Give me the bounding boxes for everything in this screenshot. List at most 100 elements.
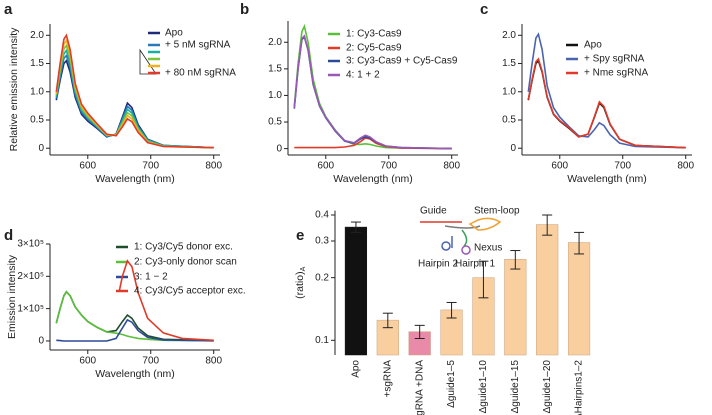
legend-label: 4: 1 + 2 <box>346 70 380 81</box>
x-tick-label: +sgRNA +DNA <box>414 360 425 415</box>
legend-label: + Nme sgRNA <box>584 68 649 79</box>
y-axis-label-subscript: A <box>300 266 307 271</box>
panel-2: c 0 0.5 1.0 1.5 2.0 600 700 800 Wavelength (nm) Ap… <box>480 1 694 185</box>
y-tick-label: 1.5 <box>502 58 516 69</box>
x-tick-label: ΔHairpins1–2 <box>574 360 585 415</box>
y-tick-label: 1.0 <box>30 86 44 97</box>
spectrum-line <box>56 318 214 342</box>
x-tick-label: Δguide1–15 <box>510 360 521 414</box>
x-axis-label: Wavelength (nm) <box>95 173 175 185</box>
y-tick-label: 0.5 <box>30 115 44 126</box>
x-tick-label: +sgRNA <box>382 360 393 398</box>
legend-label: 1: Cy3/Cy5 donor exc. <box>134 242 233 253</box>
x-tick-label: 800 <box>205 161 222 172</box>
y-tick-label: 0.1 <box>315 335 329 346</box>
x-tick-label: 600 <box>79 161 96 172</box>
legend-label: 2: Cy3-only donor scan <box>134 257 237 268</box>
y-axis-label: Emission intensity <box>6 254 18 339</box>
x-tick-label: 700 <box>380 161 397 172</box>
x-tick-label: 700 <box>142 356 159 367</box>
x-tick-label: 700 <box>614 161 631 172</box>
x-tick-label: 600 <box>551 161 568 172</box>
hairpin-1 <box>461 245 471 255</box>
legend-label: 1: Cy3-Cas9 <box>346 29 402 40</box>
y-axis-label-text: Relative emission intensity <box>8 27 20 151</box>
legend-gradient-marker <box>139 48 157 75</box>
y-tick-label: 1.0 <box>502 86 516 97</box>
bar <box>344 226 368 356</box>
y-axis-label-text: (ratio) <box>294 271 306 298</box>
spectrum-line <box>294 137 452 150</box>
y-tick-label: 0.2 <box>315 272 329 283</box>
legend-label: Apo <box>165 28 183 39</box>
legend-label: + 5 nM sgRNA <box>165 40 231 51</box>
nexus <box>461 229 468 247</box>
panel-1: b 0 0.5 1.0 1.5 2.0 600 700 800 Wavelength (nm) 1:… <box>240 1 460 185</box>
annotation: Stem-loop <box>474 206 520 217</box>
y-tick-label: 1×10⁵ <box>17 303 44 314</box>
x-tick-label: 800 <box>205 356 222 367</box>
x-tick-label: 700 <box>142 161 159 172</box>
sgrna-schematic <box>420 217 502 255</box>
x-tick-label: Δguide1–10 <box>478 360 489 414</box>
x-tick-label: Apo <box>351 360 362 378</box>
annotation: Hairpin 2 <box>418 259 458 270</box>
spectrum-line <box>55 38 214 149</box>
panel-label: d <box>4 227 13 244</box>
x-tick-label: Δguide1–20 <box>542 360 553 414</box>
repeat-strand <box>444 225 481 229</box>
y-tick-label: 0 <box>38 336 44 347</box>
annotation: Guide <box>420 206 447 217</box>
legend-label: 2: Cy5-Cas9 <box>346 43 402 54</box>
y-axis-label-text: Emission intensity <box>6 254 18 339</box>
bar <box>504 259 527 356</box>
y-tick-label: 1.0 <box>268 90 282 101</box>
y-tick-label: 0.5 <box>268 117 282 128</box>
legend-label: 3: 1 − 2 <box>134 272 168 283</box>
legend-label: 4: Cy3/Cy5 acceptor exc. <box>134 286 246 297</box>
spectrum-line <box>55 33 214 149</box>
x-tick-label: 600 <box>79 356 96 367</box>
y-axis-label: (ratio)A <box>294 266 307 298</box>
annotation: Hairpin 1 <box>455 259 495 270</box>
y-tick-label: 2.0 <box>30 30 44 41</box>
y-tick-label: 1.5 <box>30 58 44 69</box>
legend-label: 3: Cy3-Cas9 + Cy5-Cas9 <box>346 56 458 67</box>
x-axis-label: Wavelength (nm) <box>95 368 175 380</box>
bar <box>567 242 591 356</box>
panel-label: a <box>4 1 13 18</box>
x-tick-label: Δguide1–5 <box>446 360 457 408</box>
y-tick-label: 2.0 <box>502 30 516 41</box>
x-axis-label: Wavelength (nm) <box>567 173 647 185</box>
y-tick-label: 0 <box>510 143 516 154</box>
y-tick-label: 2.0 <box>268 37 282 48</box>
bar <box>536 224 559 356</box>
y-tick-label: 3×10⁵ <box>17 239 44 250</box>
panel-0: a 0 0.5 1.0 1.5 2.0 Relative emission intensit… <box>4 1 236 185</box>
spectrum-line <box>118 259 214 342</box>
panel-label: e <box>296 227 304 244</box>
y-tick-label: 1.5 <box>268 63 282 74</box>
spectrum-line <box>293 34 452 150</box>
spectrum-line <box>55 290 214 342</box>
spectrum-line <box>527 57 686 149</box>
x-tick-label: 800 <box>443 161 460 172</box>
spectrum-line <box>293 35 452 150</box>
panel-label: b <box>240 1 249 18</box>
spectrum-line <box>55 290 214 342</box>
panel-3: d 0 1×10⁵ 2×10⁵ 3×10⁵ Emission intensity 600 70… <box>4 227 246 380</box>
panel-4: e 0.1 0.2 0.3 0.4 (ratio)A Apo +sgRNA +sgRNA +DN… <box>294 206 591 415</box>
y-tick-label: 0.4 <box>315 210 329 221</box>
y-tick-label: 0 <box>276 143 282 154</box>
y-tick-label: 0.3 <box>315 236 329 247</box>
y-axis-label: Relative emission intensity <box>8 27 20 151</box>
spectrum-line <box>527 32 686 149</box>
y-tick-label: 0.5 <box>502 115 516 126</box>
y-tick-label: 2×10⁵ <box>17 271 44 282</box>
legend-label: + Spy sgRNA <box>584 54 645 65</box>
x-tick-label: 800 <box>677 161 694 172</box>
stem-loop <box>468 217 502 231</box>
x-tick-label: 600 <box>317 161 334 172</box>
